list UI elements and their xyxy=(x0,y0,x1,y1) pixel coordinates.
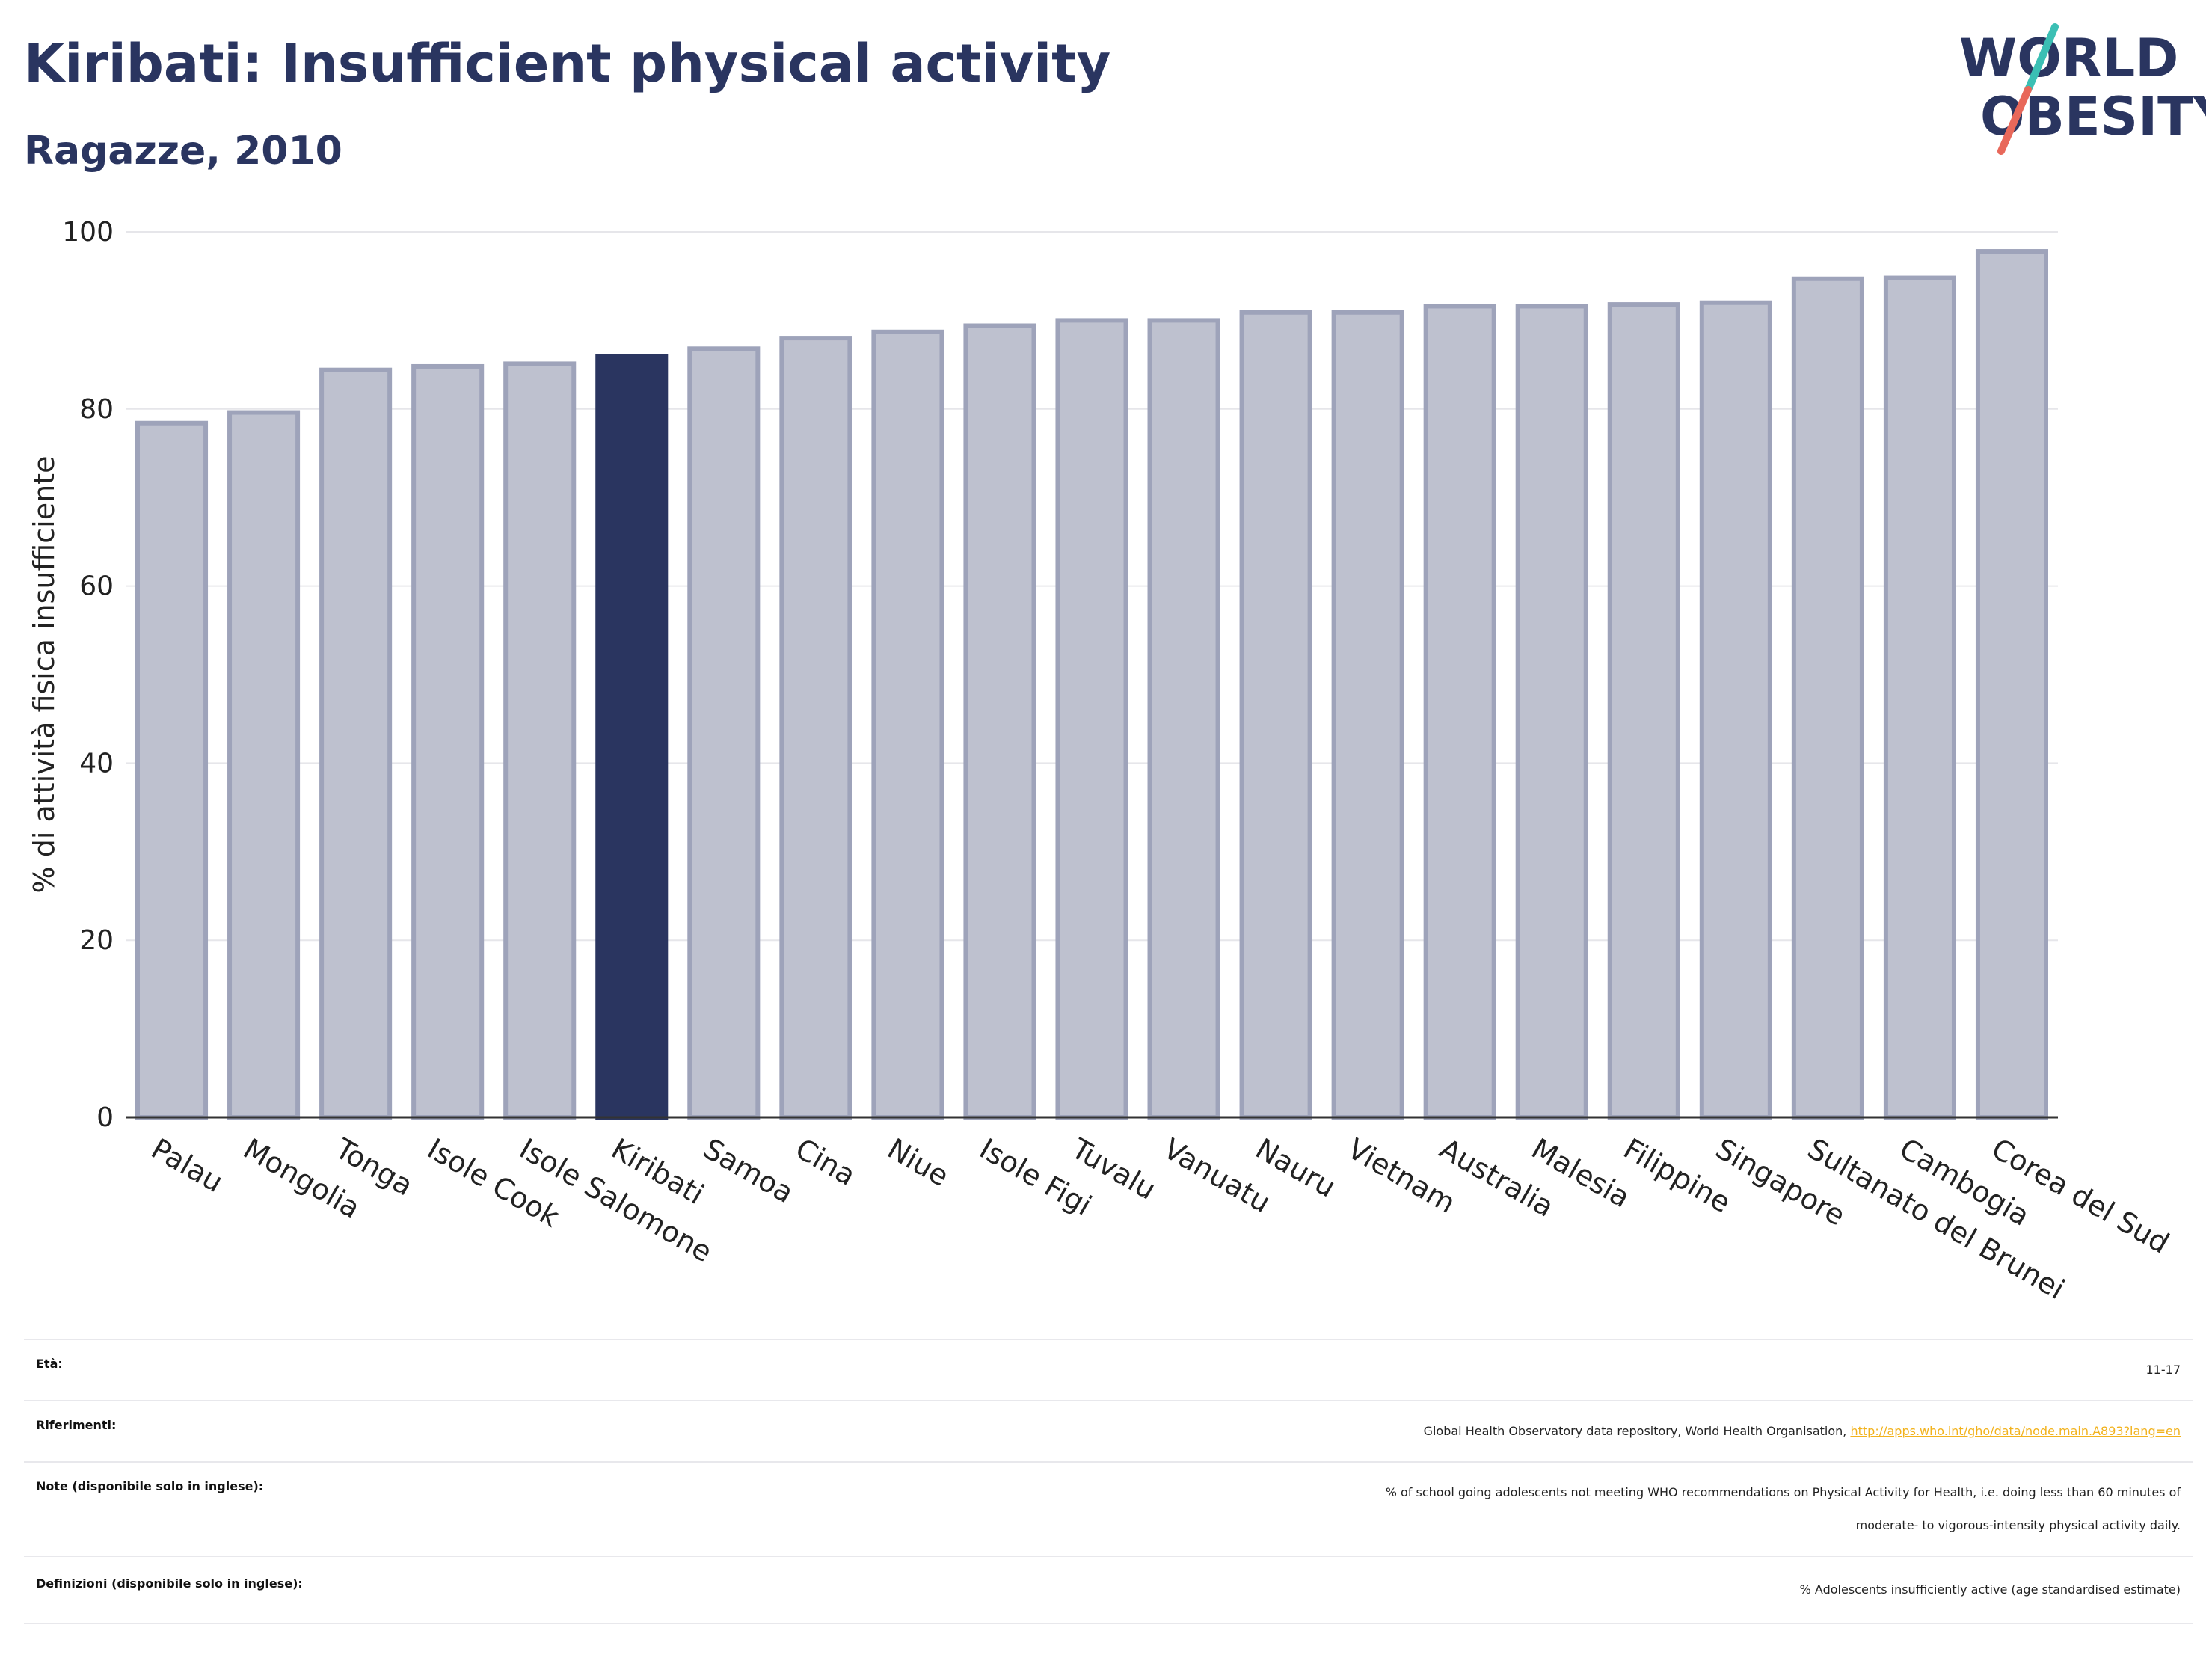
bar xyxy=(1607,302,1680,1120)
age-value: 11-17 xyxy=(2145,1363,2181,1377)
bar xyxy=(411,363,485,1120)
references-text: Global Health Observatory data repositor… xyxy=(1423,1424,1851,1438)
bar-chart: 0 20 40 60 80 100 % di attività fisica insuffi… xyxy=(28,217,2175,1306)
meta-bottom-divider xyxy=(24,1623,2193,1624)
page-subtitle: Ragazze, 2010 xyxy=(24,129,342,174)
age-label: Età: xyxy=(36,1357,63,1371)
x-tick-label: Niue xyxy=(882,1132,954,1193)
meta-row-notes: Note (disponibile solo in inglese): % of… xyxy=(24,1461,2193,1557)
references-link[interactable]: http://apps.who.int/gho/data/node.main.A… xyxy=(1850,1424,2181,1438)
references-label: Riferimenti: xyxy=(36,1418,117,1432)
definitions-label: Definizioni (disponibile solo in inglese… xyxy=(36,1576,303,1591)
notes-value: % of school going adolescents not meetin… xyxy=(1386,1476,2181,1542)
y-tick-label: 100 xyxy=(62,217,114,248)
bar xyxy=(687,346,761,1120)
notes-line-2: moderate- to vigorous-intensity physical… xyxy=(1855,1518,2181,1532)
bar xyxy=(1147,318,1220,1120)
bar xyxy=(1239,310,1312,1120)
bar xyxy=(595,354,669,1120)
x-tick-label: Samoa xyxy=(698,1132,799,1210)
y-tick-label: 0 xyxy=(96,1102,114,1133)
bar xyxy=(1423,304,1496,1120)
bar xyxy=(871,329,944,1120)
bar xyxy=(963,323,1036,1120)
notes-line-1: % of school going adolescents not meetin… xyxy=(1385,1485,2181,1499)
bar xyxy=(135,420,209,1120)
bar xyxy=(1515,304,1588,1120)
meta-row-age: Età: 11-17 xyxy=(24,1339,2193,1401)
bar xyxy=(1331,310,1404,1120)
y-tick-label: 40 xyxy=(79,748,114,779)
logo-slash-teal xyxy=(2024,23,2059,93)
y-axis-label: % di attività fisica insufficiente xyxy=(28,456,61,894)
references-value: Global Health Observatory data repositor… xyxy=(1424,1415,2181,1448)
x-tick-label: Palau xyxy=(146,1132,229,1199)
meta-row-references: Riferimenti: Global Health Observatory d… xyxy=(24,1400,2193,1463)
bar xyxy=(227,410,301,1120)
meta-row-definitions: Definizioni (disponibile solo in inglese… xyxy=(24,1556,2193,1624)
bar xyxy=(1055,318,1128,1120)
bar xyxy=(779,336,852,1120)
world-obesity-logo: WORLD OBESITY xyxy=(1959,23,2206,155)
x-tick-label: Cina xyxy=(790,1132,861,1192)
y-tick-label: 60 xyxy=(79,571,114,602)
logo-line-1: WORLD xyxy=(1959,28,2178,89)
bar xyxy=(1883,275,1956,1120)
definitions-value: % Adolescents insufficiently active (age… xyxy=(1799,1582,2181,1597)
y-tick-label: 80 xyxy=(79,394,114,425)
bar xyxy=(1699,300,1772,1120)
bar xyxy=(319,367,393,1120)
y-tick-label: 20 xyxy=(79,925,114,956)
bar xyxy=(1791,276,1864,1120)
bar xyxy=(503,361,577,1120)
page-title: Kiribati: Insufficient physical activity xyxy=(24,33,1111,94)
bar xyxy=(1975,249,2049,1120)
logo-slash-red xyxy=(1997,86,2032,155)
notes-label: Note (disponibile solo in inglese): xyxy=(36,1479,264,1493)
